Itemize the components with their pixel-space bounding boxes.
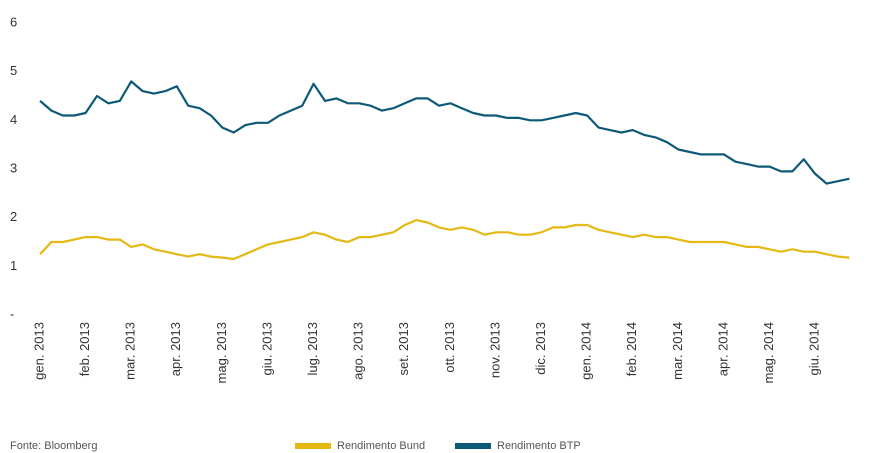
y-tick-label: 3	[10, 160, 17, 175]
x-tick-label: ott. 2013	[442, 322, 457, 373]
x-tick-label: nov. 2013	[487, 322, 502, 378]
legend-label: Rendimento Bund	[337, 440, 425, 452]
legend-swatch	[455, 443, 491, 449]
y-tick-label: 2	[10, 209, 17, 224]
source-note: Fonte: Bloomberg	[10, 440, 97, 452]
line-series	[39, 80, 850, 185]
x-tick-label: mar. 2014	[670, 322, 685, 380]
x-tick-label: lug. 2013	[305, 322, 320, 376]
y-tick-label: 4	[10, 112, 17, 127]
x-tick-label: dic. 2013	[533, 322, 548, 375]
y-tick-label: -	[10, 306, 14, 321]
y-tick-label: 6	[10, 14, 17, 29]
x-tick-label: mar. 2013	[123, 322, 138, 380]
x-tick-label: gen. 2013	[31, 322, 46, 380]
x-tick-label: apr. 2014	[715, 322, 730, 376]
x-tick-label: feb. 2013	[77, 322, 92, 376]
y-tick-label: 1	[10, 258, 17, 273]
x-tick-label: mag. 2014	[761, 322, 776, 383]
x-tick-label: mag. 2013	[214, 322, 229, 383]
legend-label: Rendimento BTP	[497, 440, 581, 452]
line-series	[39, 219, 850, 261]
x-tick-label: feb. 2014	[624, 322, 639, 376]
x-tick-label: set. 2013	[396, 322, 411, 376]
x-tick-label: giu. 2014	[807, 322, 822, 376]
x-tick-label: apr. 2013	[168, 322, 183, 376]
x-tick-label: giu. 2013	[259, 322, 274, 376]
y-tick-label: 5	[10, 63, 17, 78]
x-tick-label: ago. 2013	[351, 322, 366, 380]
x-tick-label: gen. 2014	[579, 322, 594, 380]
legend-swatch	[295, 443, 331, 449]
